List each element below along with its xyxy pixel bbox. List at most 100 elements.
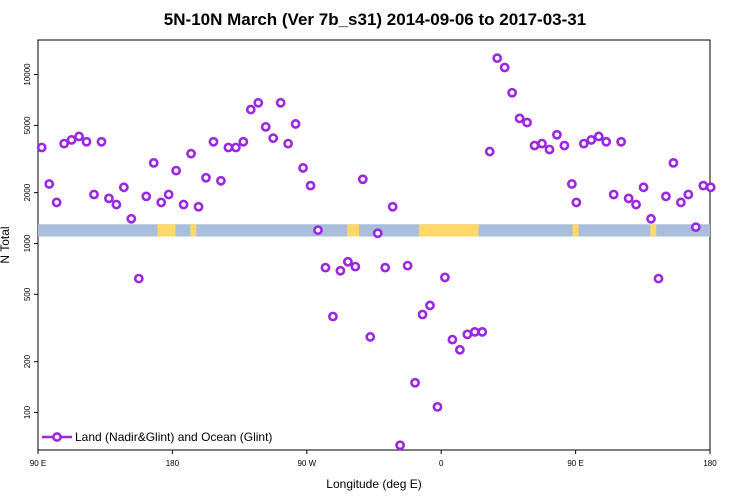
data-point <box>440 272 450 283</box>
data-point <box>529 140 540 151</box>
data-point <box>499 62 510 73</box>
data-point <box>462 329 473 340</box>
data-point <box>432 401 443 412</box>
x-tick-label: 90 W <box>297 459 316 468</box>
x-tick-label: 0 <box>439 459 444 468</box>
data-point <box>631 199 641 210</box>
data-point <box>275 97 286 108</box>
data-point <box>111 199 122 210</box>
data-point <box>653 273 664 284</box>
data-point <box>566 179 577 189</box>
data-point <box>698 180 709 191</box>
data-point <box>380 262 391 273</box>
data-point <box>66 135 77 145</box>
data-point <box>268 133 279 144</box>
data-point <box>357 174 368 185</box>
y-axis-label: N Total <box>0 226 12 263</box>
x-tick-label: 180 <box>166 459 180 468</box>
x-axis-label: Longitude (deg E) <box>326 477 421 491</box>
data-point <box>638 182 649 193</box>
data-point <box>171 165 182 176</box>
data-point <box>395 440 406 451</box>
data-point <box>36 142 47 153</box>
data-point <box>81 136 92 147</box>
data-point <box>223 142 234 153</box>
x-axis: 90 E 180 90 W 0 90 E 180 <box>30 450 717 468</box>
land-segment <box>347 224 360 237</box>
chart-title: 5N-10N March (Ver 7b_s31) 2014-09-06 to … <box>164 10 586 29</box>
data-point <box>690 222 701 233</box>
legend: Land (Nadir&Glint) and Ocean (Glint) <box>42 430 272 444</box>
data-point <box>705 182 716 193</box>
data-point <box>305 180 316 191</box>
data-point <box>522 117 532 128</box>
y-axis: 100 200 500 1000 2000 5000 10000 <box>23 63 38 419</box>
data-point <box>253 97 264 108</box>
data-point <box>74 131 84 142</box>
data-point <box>608 189 619 200</box>
y-tick-label: 1000 <box>23 234 32 252</box>
data-point <box>96 136 107 147</box>
data-point <box>328 311 338 322</box>
data-point <box>571 197 582 208</box>
land-segment <box>572 224 579 237</box>
x-tick-label: 90 E <box>30 459 46 468</box>
data-point <box>313 225 323 236</box>
data-point <box>163 189 174 200</box>
data-point <box>484 146 495 157</box>
land-segment <box>190 224 197 237</box>
data-point <box>477 326 488 337</box>
data-point <box>402 260 413 271</box>
data-point <box>141 191 152 202</box>
data-point <box>675 197 686 208</box>
data-point <box>623 193 634 204</box>
data-point <box>646 213 656 224</box>
data-point <box>425 300 435 311</box>
y-tick-label: 10000 <box>23 63 32 86</box>
data-point <box>661 191 671 202</box>
legend-marker <box>52 432 62 442</box>
data-point <box>178 199 189 210</box>
data-point <box>44 179 55 189</box>
data-point <box>559 140 570 151</box>
data-point <box>447 334 458 345</box>
data-point <box>104 193 114 204</box>
data-point <box>320 262 331 273</box>
data-point <box>283 138 294 149</box>
data-point <box>601 136 612 147</box>
data-point <box>59 138 70 149</box>
data-point <box>133 273 144 284</box>
data-point <box>593 131 604 142</box>
y-tick-label: 200 <box>23 354 32 368</box>
data-point <box>683 189 694 200</box>
data-point <box>387 201 398 212</box>
data-point <box>201 172 211 183</box>
data-point <box>365 332 376 342</box>
data-point <box>193 201 204 212</box>
y-tick-label: 100 <box>23 405 32 419</box>
data-point <box>350 261 361 272</box>
data-point <box>616 136 627 147</box>
data-point <box>298 163 308 173</box>
data-point <box>578 138 589 149</box>
data-point <box>454 344 465 355</box>
data-point <box>335 265 346 276</box>
data-point <box>245 104 256 115</box>
x-tick-label: 180 <box>703 459 717 468</box>
data-point <box>372 228 383 239</box>
data-point <box>260 121 271 132</box>
data-point <box>186 148 196 159</box>
data-point <box>126 213 137 224</box>
data-point <box>208 136 219 147</box>
land-segment <box>650 224 657 237</box>
data-point <box>230 142 241 153</box>
data-point <box>544 144 555 155</box>
data-point <box>148 157 159 168</box>
x-tick-label: 90 E <box>567 459 583 468</box>
data-point <box>552 129 562 140</box>
data-point <box>238 136 249 147</box>
plot-frame <box>37 39 711 451</box>
data-point <box>290 119 301 129</box>
y-tick-label: 2000 <box>23 183 32 201</box>
